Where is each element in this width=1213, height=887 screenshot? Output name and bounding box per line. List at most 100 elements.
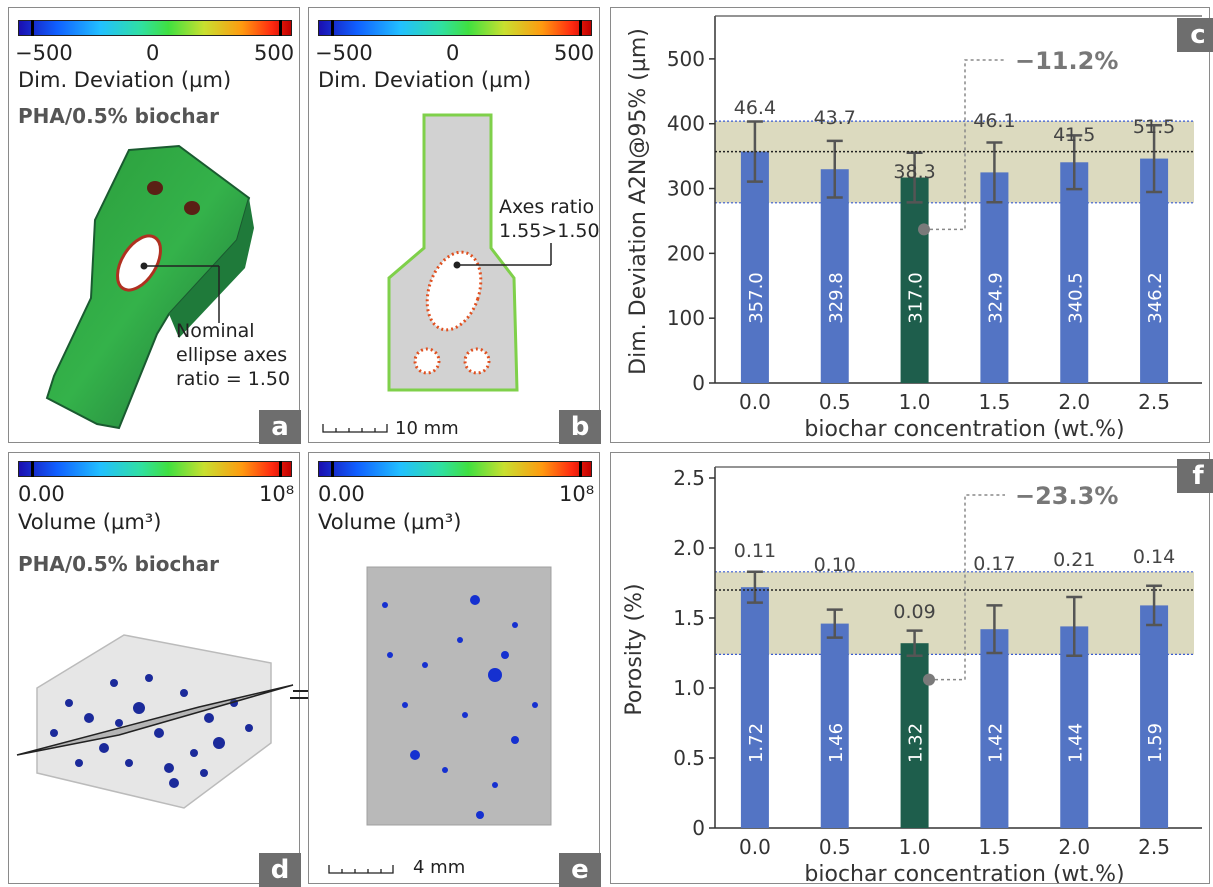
scale-bar-b	[322, 424, 388, 433]
cbar-min-e: 0.00	[318, 482, 365, 506]
panel-f: 0 0.5 1.0 1.5 2.0 2.5 0.11 1.72 0.0 0.10 1.46 0.5 0.…	[610, 452, 1213, 884]
error-label: 46.4	[734, 97, 776, 119]
cbar-mid-a: 0	[146, 41, 160, 65]
x-tick-label: 2.5	[1138, 390, 1170, 414]
error-label: 0.14	[1133, 546, 1175, 568]
y-axis-label: Dim. Deviation A2N@95% (µm)	[626, 28, 651, 375]
value-label: 317.0	[906, 272, 927, 324]
y-axis-label: Porosity (%)	[622, 583, 647, 715]
reduction-annotation: −11.2%	[1015, 47, 1118, 75]
panel-label-c: c	[1177, 18, 1213, 52]
bar	[980, 629, 1009, 828]
scale-label-e: 4 mm	[413, 857, 466, 878]
error-label: 38.3	[893, 161, 935, 183]
panel-label-f: f	[1177, 459, 1213, 493]
y-tick-label: 300	[667, 177, 705, 201]
value-label: 1.59	[1145, 723, 1166, 763]
cbar-min-a: −500	[15, 41, 73, 65]
bar	[1140, 605, 1169, 828]
colorbar-e	[318, 461, 592, 477]
cbar-min-d: 0.00	[18, 482, 65, 506]
cbar-title-a: Dim. Deviation (µm)	[18, 68, 232, 92]
panel-label-e: e	[559, 853, 601, 887]
value-label: 1.72	[746, 723, 767, 763]
error-label: 41.5	[1053, 124, 1095, 146]
panel-label-d: d	[259, 853, 301, 887]
y-tick-label: 500	[667, 47, 705, 71]
cbar-min-b: −500	[315, 41, 373, 65]
x-tick-label: 2.5	[1138, 835, 1170, 859]
x-tick-label: 0.0	[739, 835, 771, 859]
cbar-title-e: Volume (µm³)	[318, 510, 462, 534]
value-label: 357.0	[746, 272, 767, 324]
x-tick-label: 1.5	[979, 390, 1011, 414]
colorbar-a	[18, 20, 292, 36]
annotation-leader	[935, 494, 1005, 681]
cbar-max-d: 10⁸	[259, 482, 295, 506]
y-tick-label: 0.5	[673, 746, 705, 770]
chart-f-porosity: 0 0.5 1.0 1.5 2.0 2.5 0.11 1.72 0.0 0.10 1.46 0.5 0.…	[622, 466, 1202, 883]
y-tick-label: 2.0	[673, 536, 705, 560]
panel-label-a: a	[259, 410, 301, 444]
y-tick-label: 400	[667, 112, 705, 136]
bar	[820, 169, 849, 383]
panel-label-b: b	[559, 410, 601, 444]
value-label: 1.42	[985, 723, 1006, 763]
pore-section-scan	[366, 566, 552, 826]
panel-a: −500 0 500 Dim. Deviation (µm) PHA/0.5% …	[8, 7, 301, 444]
scale-bar-e	[328, 865, 394, 874]
error-label: 0.10	[814, 554, 856, 576]
sample-title-a: PHA/0.5% biochar	[18, 104, 219, 128]
specimen-3d-render	[45, 144, 254, 430]
value-label: 324.9	[985, 272, 1006, 324]
bar	[740, 587, 769, 828]
x-tick-label: 1.0	[899, 390, 931, 414]
bar	[740, 151, 769, 383]
x-tick-label: 0.0	[739, 390, 771, 414]
error-label: 0.17	[973, 553, 1015, 575]
x-tick-label: 1.0	[899, 835, 931, 859]
error-label: 43.7	[814, 107, 856, 129]
value-label: 1.44	[1065, 723, 1086, 763]
cbar-title-d: Volume (µm³)	[18, 510, 162, 534]
y-tick-label: 0	[692, 371, 705, 395]
error-label: 0.21	[1053, 549, 1095, 571]
panel-e: 0.00 10⁸ Volume (µm³) 4 mm e	[308, 452, 601, 887]
value-label: 1.32	[906, 723, 927, 763]
error-label: 0.11	[734, 540, 776, 562]
y-tick-label: 0	[692, 816, 705, 840]
x-tick-label: 0.5	[819, 390, 851, 414]
panel-b: −500 0 500 Dim. Deviation (µm) Axes rati…	[308, 7, 601, 444]
annotation-axes-ratio: Axes ratio 1.55>1.50	[499, 196, 600, 242]
colorbar-d	[18, 461, 292, 477]
cbar-max-e: 10⁸	[559, 482, 595, 506]
annotation-nominal-ratio: Nominal ellipse axes ratio = 1.50	[176, 320, 291, 390]
x-axis-label: biochar concentration (wt.%)	[804, 417, 1124, 442]
cbar-max-a: 500	[254, 41, 295, 65]
bar	[980, 172, 1009, 383]
value-label: 1.46	[826, 723, 847, 763]
bar	[1140, 158, 1169, 383]
x-tick-label: 1.5	[979, 835, 1011, 859]
y-tick-label: 200	[667, 241, 705, 265]
bar	[900, 643, 929, 828]
scale-label-b: 10 mm	[395, 418, 459, 439]
x-tick-label: 2.0	[1058, 390, 1090, 414]
bar	[900, 177, 929, 383]
cbar-max-b: 500	[554, 41, 595, 65]
y-tick-label: 1.0	[673, 676, 705, 700]
tolerance-band	[715, 571, 1194, 655]
panel-c: 0 100 200 300 400 500 46.4 357.0 0.0 43.7 329.8 0.5…	[610, 7, 1213, 443]
error-label: 0.09	[893, 601, 935, 623]
specimen-section-scan	[387, 113, 552, 392]
bar	[1060, 626, 1089, 828]
x-tick-label: 0.5	[819, 835, 851, 859]
x-axis-label: biochar concentration (wt.%)	[804, 862, 1124, 883]
bar	[1060, 162, 1089, 383]
value-label: 340.5	[1065, 272, 1086, 324]
tolerance-band	[715, 121, 1194, 203]
annotation-leader	[930, 59, 1005, 231]
reduction-point	[918, 223, 930, 236]
chart-c-dim-deviation: 0 100 200 300 400 500 46.4 357.0 0.0 43.7 329.8 0.5…	[626, 15, 1202, 442]
reduction-annotation: −23.3%	[1015, 482, 1118, 510]
